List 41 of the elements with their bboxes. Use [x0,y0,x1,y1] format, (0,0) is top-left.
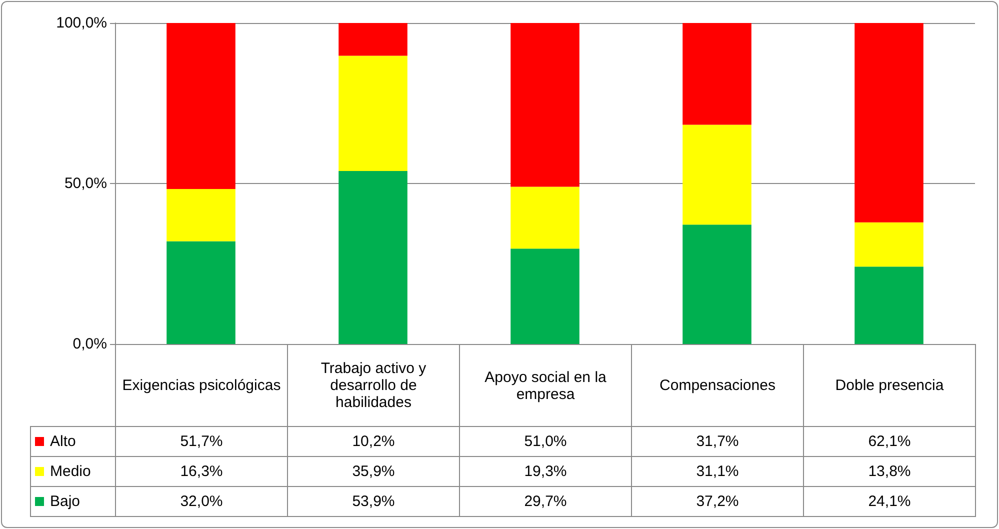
bar [338,23,408,56]
x-tick-label: Compensaciones [632,344,804,426]
data-label: 51,0% [460,426,632,456]
legend-label: Alto [30,426,116,456]
data-label: 24,1% [804,486,976,516]
y-tick-label: 50,0% [64,175,107,192]
bar [338,170,408,344]
legend-label: Medio [30,456,116,486]
bar [510,186,580,249]
y-tick-label: 100,0% [56,14,107,32]
data-label: 37,2% [632,486,804,516]
bar [682,124,752,225]
bar [166,241,236,344]
bar [166,23,236,189]
data-label: 31,7% [632,426,804,456]
bar [854,222,924,267]
bar [854,266,924,344]
bar [338,56,408,171]
x-tick-label: Doble presencia [804,344,976,426]
data-label: 13,8% [804,456,976,486]
bar [682,224,752,344]
data-label: 19,3% [460,456,632,486]
data-label: 51,7% [116,426,288,456]
bar [854,23,924,222]
data-label: 62,1% [804,426,976,456]
data-label: 35,9% [288,456,460,486]
data-label: 31,1% [632,456,804,486]
data-label: 29,7% [460,486,632,516]
bar [510,23,580,187]
data-label: 32,0% [116,486,288,516]
data-label: 16,3% [116,456,288,486]
y-tick-label: 0,0% [72,336,107,352]
x-tick-label: Apoyo social en la empresa [460,344,632,426]
bar [510,248,580,344]
x-tick-label: Trabajo activo y desarrollo de habilidades [288,344,460,426]
legend-label: Bajo [30,486,116,516]
bar [682,23,752,125]
data-label: 10,2% [288,426,460,456]
bar [166,188,236,242]
x-tick-label: Exigencias psicológicas [116,344,288,426]
data-label: 53,9% [288,486,460,516]
